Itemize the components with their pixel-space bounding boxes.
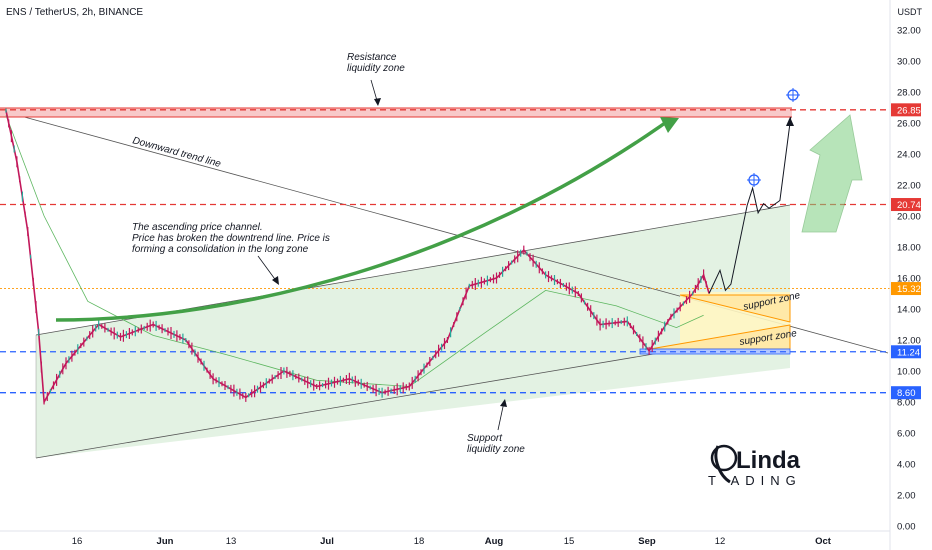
support-pointer-head	[500, 399, 507, 407]
x-tick-label: 12	[715, 536, 726, 547]
y-tick-label: 2.00	[897, 491, 916, 502]
y-tick-label: 20.00	[897, 212, 921, 223]
y-tick-label: 16.00	[897, 274, 921, 285]
projection-path	[708, 116, 792, 294]
y-tick-label: 12.00	[897, 336, 921, 347]
resistance-note-line-2: liquidity zone	[347, 63, 405, 74]
y-tick-label: 8.00	[897, 398, 916, 409]
support-liquidity-note-line-1: Support	[467, 433, 503, 444]
resistance-pointer-head	[374, 98, 381, 106]
x-tick-label: Aug	[485, 536, 504, 547]
y-tick-label: 14.00	[897, 305, 921, 316]
x-tick-label: 13	[226, 536, 237, 547]
svg-text:T ADING: T ADING	[708, 473, 802, 488]
x-tick-label: 18	[414, 536, 425, 547]
support-pointer	[497, 401, 505, 431]
target-icon[interactable]	[786, 88, 800, 102]
channel-note-line-1: The ascending price channel.	[132, 222, 263, 233]
target-up-arrow	[801, 114, 863, 233]
support-zone-upper	[679, 294, 791, 323]
price-level-badge	[891, 345, 921, 359]
price-level-label: 11.24	[897, 347, 920, 358]
y-tick-label: 32.00	[897, 26, 921, 37]
y-tick-label: 0.00	[897, 522, 916, 533]
channel-note-line-3: forming a consolidation in the long zone	[132, 244, 309, 255]
price-level-badge	[891, 282, 921, 296]
price-level-badge	[891, 386, 921, 400]
axis-unit: USDT	[897, 7, 923, 17]
channel-pointer	[257, 255, 278, 283]
trend-note: Downward trend line	[131, 135, 222, 170]
resistance-band	[0, 108, 792, 117]
y-tick-label: 30.00	[897, 57, 921, 68]
y-tick-label: 4.00	[897, 460, 916, 471]
y-tick-label: 10.00	[897, 367, 921, 378]
symbol-title: ENS / TetherUS, 2h, BINANCE	[6, 7, 144, 18]
y-tick-label: 28.00	[897, 88, 921, 99]
big-curved-arrow	[55, 121, 667, 322]
projection-arrowhead	[786, 117, 794, 126]
x-tick-label: 15	[564, 536, 575, 547]
price-level-badge	[891, 103, 921, 117]
svg-text:Linda: Linda	[736, 447, 801, 474]
y-tick-label: 18.00	[897, 243, 921, 254]
moving-average-line	[5, 115, 704, 387]
linda-trading-logo: Linda T ADING	[708, 444, 802, 488]
support-liquidity-note-line-2: liquidity zone	[467, 444, 525, 455]
x-tick-label: Oct	[815, 536, 832, 547]
big-curved-arrow-head	[660, 117, 679, 133]
x-tick-label: 16	[72, 536, 83, 547]
price-level-label: 8.60	[897, 388, 916, 399]
price-level-label: 26.85	[897, 105, 921, 116]
x-tick-label: Jul	[320, 536, 334, 547]
y-tick-label: 6.00	[897, 429, 916, 440]
channel-note-line-2: Price has broken the downtrend line. Pri…	[132, 233, 330, 244]
price-level-badge	[891, 198, 921, 212]
target-icon[interactable]	[747, 173, 761, 187]
channel-pointer-head	[272, 276, 279, 285]
y-tick-label: 26.00	[897, 119, 921, 130]
y-tick-label: 22.00	[897, 181, 921, 192]
x-tick-label: Jun	[157, 536, 174, 547]
channel-fill	[36, 205, 790, 458]
price-level-label: 15.32	[897, 284, 921, 295]
y-tick-label: 24.00	[897, 150, 921, 161]
price-level-label: 20.74	[897, 200, 921, 211]
x-tick-label: Sep	[638, 536, 656, 547]
resistance-note-line-1: Resistance	[347, 52, 397, 63]
